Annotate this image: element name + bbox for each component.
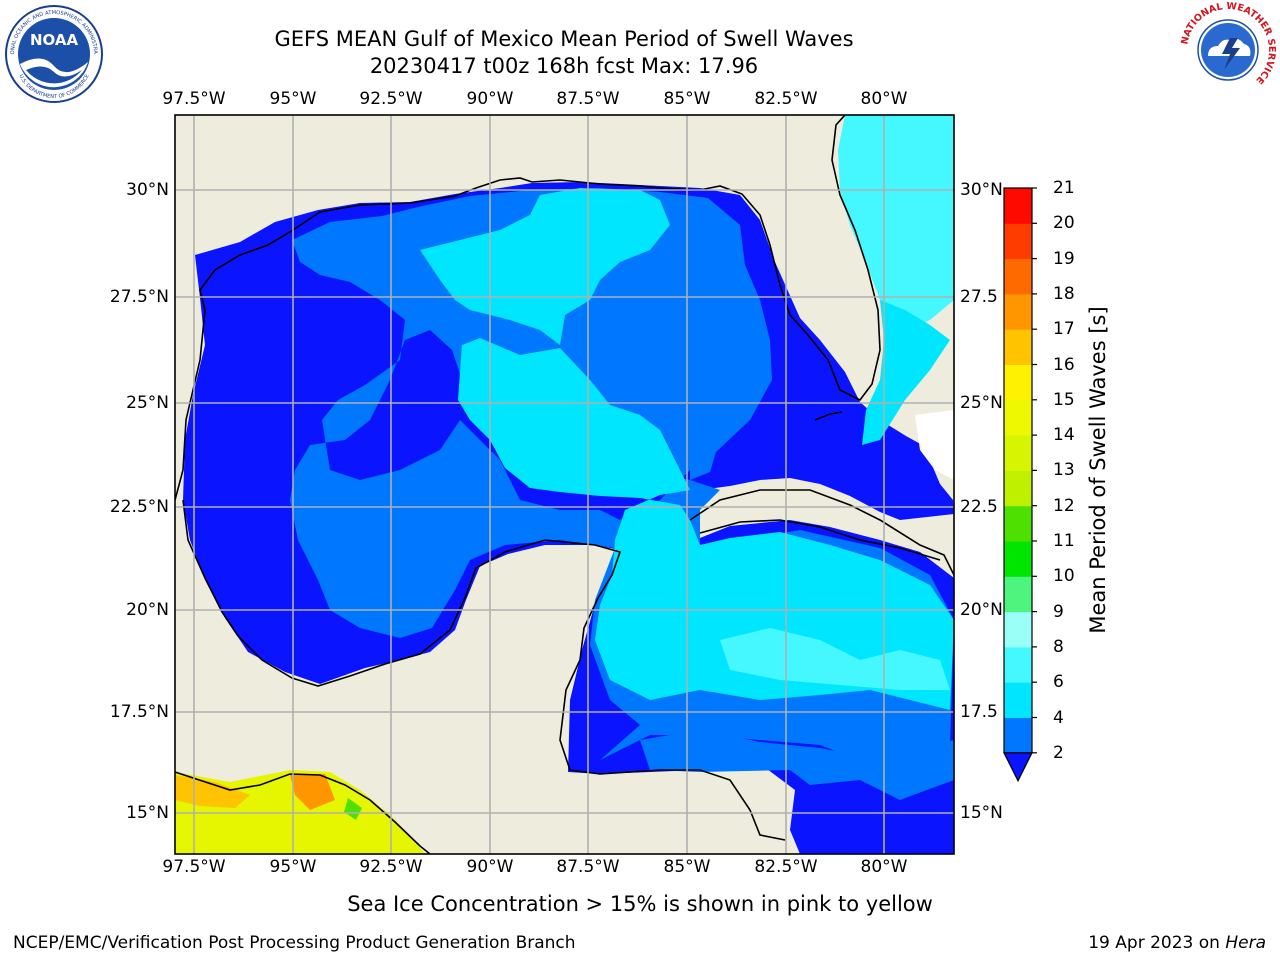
lon-tick-top: 97.5°W xyxy=(162,89,226,109)
lon-tick-top: 92.5°W xyxy=(359,89,423,109)
sea-ice-green-patch xyxy=(344,798,362,820)
colorbar-tick-label: 18 xyxy=(1053,283,1075,304)
colorbar-level-swatch xyxy=(1004,329,1032,365)
colorbar-tick-label: 4 xyxy=(1053,707,1064,728)
lat-tick-right: 17.5 xyxy=(960,702,998,722)
lon-tick-top: 80°W xyxy=(860,89,908,109)
atlantic-cyan-field xyxy=(838,115,954,330)
lon-tick-top: 90°W xyxy=(466,89,514,109)
noaa-logo-text: NOAA xyxy=(30,31,79,49)
colorbar-level-swatch xyxy=(1004,682,1032,718)
colorbar-level-swatch xyxy=(1004,576,1032,613)
lat-tick-right: 30°N xyxy=(960,180,1003,200)
map-frame xyxy=(174,114,955,855)
nws-logo: NATIONAL WEATHER SERVICE xyxy=(1179,1,1277,98)
map-gridlines xyxy=(175,115,954,854)
lat-tick-left: 25°N xyxy=(126,393,169,413)
lon-tick-bottom: 90°W xyxy=(466,857,514,877)
lon-tick-bottom: 92.5°W xyxy=(359,857,423,877)
map-subtitle: 20230417 t00z 168h fcst Max: 17.96 xyxy=(369,54,759,78)
lat-tick-right: 25°N xyxy=(960,393,1003,413)
colorbar-tick-label: 2 xyxy=(1053,742,1064,763)
colorbar-level-swatch xyxy=(1004,435,1032,471)
colorbar-level-swatch xyxy=(1004,258,1032,295)
colorbar-level-swatch xyxy=(1004,646,1032,683)
colorbar-level-swatch xyxy=(1004,293,1032,330)
lon-tick-bottom: 82.5°W xyxy=(754,857,818,877)
colorbar-overlay xyxy=(1003,187,1037,783)
lon-tick-top: 82.5°W xyxy=(754,89,818,109)
colorbar-tick-label: 17 xyxy=(1053,319,1075,340)
lat-tick-left: 15°N xyxy=(126,803,169,823)
lon-tick-top: 87.5°W xyxy=(556,89,620,109)
colorbar-tick-label: 10 xyxy=(1053,566,1075,587)
sea-ice-deep-orange-patch xyxy=(290,774,335,810)
lat-tick-right: 22.5 xyxy=(960,497,998,517)
caribbean-light-patch xyxy=(720,628,950,690)
colorbar-tick-label: 21 xyxy=(1053,178,1075,198)
run-date-credit: 19 Apr 2023 on Hera xyxy=(1088,933,1266,953)
colorbar-tick-label: 20 xyxy=(1053,213,1075,234)
lat-tick-right: 15°N xyxy=(960,803,1003,823)
lat-tick-right: 27.5 xyxy=(960,287,998,307)
lon-tick-top: 95°W xyxy=(269,89,317,109)
lon-tick-bottom: 87.5°W xyxy=(556,857,620,877)
lon-tick-bottom: 97.5°W xyxy=(162,857,226,877)
colorbar-level-swatch xyxy=(1004,364,1032,401)
sea-ice-footnote: Sea Ice Concentration > 15% is shown in … xyxy=(347,892,933,916)
gulf-cyan-field xyxy=(420,188,954,710)
colorbar-level-swatch xyxy=(1004,470,1032,507)
producer-credit: NCEP/EMC/Verification Post Processing Pr… xyxy=(13,933,576,953)
colorbar-level-swatch xyxy=(1004,223,1032,260)
lat-tick-left: 27.5°N xyxy=(109,287,169,307)
colorbar-level-swatch xyxy=(1004,717,1032,754)
colorbar-level-swatch xyxy=(1004,541,1032,577)
colorbar-tick-label: 13 xyxy=(1053,460,1075,481)
map-title: GEFS MEAN Gulf of Mexico Mean Period of … xyxy=(274,27,854,51)
lon-tick-bottom: 85°W xyxy=(663,857,711,877)
run-date: 19 Apr 2023 on xyxy=(1088,933,1226,953)
colorbar-tick-label: 15 xyxy=(1053,389,1075,410)
lon-tick-top: 85°W xyxy=(663,89,711,109)
colorbar-tick-label: 11 xyxy=(1053,531,1075,551)
lon-tick-bottom: 80°W xyxy=(860,857,908,877)
colorbar-extend-triangle xyxy=(1003,752,1033,783)
colorbar-tick-label: 8 xyxy=(1053,636,1064,657)
caribbean-blue-patch xyxy=(640,730,954,800)
noaa-logo: NATIONAL OCEANIC AND ATMOSPHERIC ADMINIS… xyxy=(4,4,103,103)
run-machine: Hera xyxy=(1225,933,1266,953)
lat-tick-left: 30°N xyxy=(126,180,169,200)
colorbar-label: Mean Period of Swell Waves [s] xyxy=(1086,306,1110,634)
colorbar-level-swatch xyxy=(1004,399,1032,436)
colorbar-tick-label: 14 xyxy=(1053,425,1075,446)
lat-tick-left: 22.5°N xyxy=(109,497,169,517)
atlantic-white-gap xyxy=(915,410,954,480)
colorbar-tick-label: 12 xyxy=(1053,495,1075,516)
colorbar-level-swatch xyxy=(1004,188,1032,224)
lat-tick-right: 20°N xyxy=(960,600,1003,620)
colorbar-level-swatch xyxy=(1004,505,1032,542)
colorbar-tick-label: 16 xyxy=(1053,354,1075,375)
lat-tick-left: 17.5°N xyxy=(109,702,169,722)
colorbar-tick-label: 19 xyxy=(1053,248,1075,269)
colorbar-tick-label: 9 xyxy=(1053,601,1064,622)
lon-tick-bottom: 95°W xyxy=(269,857,317,877)
colorbar-level-swatch xyxy=(1004,611,1032,648)
lat-tick-left: 20°N xyxy=(126,600,169,620)
coastlines xyxy=(175,115,954,854)
colorbar-tick-label: 6 xyxy=(1053,672,1064,693)
